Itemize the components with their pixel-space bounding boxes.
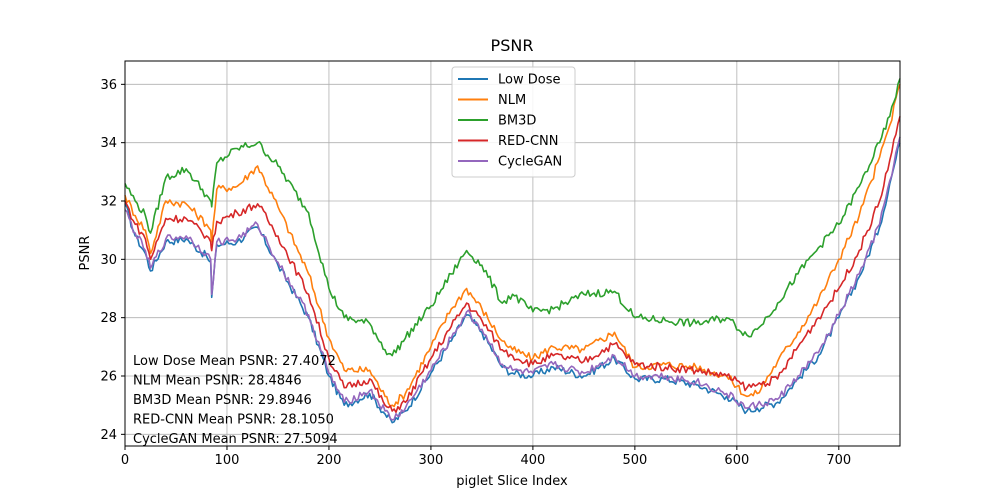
x-tick-label: 600 (724, 453, 749, 468)
legend-box (451, 66, 576, 178)
chart-title: PSNR (491, 36, 534, 55)
y-axis-label: PSNR (78, 236, 93, 271)
legend-label: CycleGAN (498, 155, 562, 170)
x-tick-label: 300 (419, 453, 444, 468)
mean-psnr-annotation: NLM Mean PSNR: 28.4846 (133, 374, 302, 389)
y-tick-label: 26 (100, 370, 117, 385)
x-tick-label: 100 (215, 453, 240, 468)
mean-psnr-annotation: Low Dose Mean PSNR: 27.4072 (133, 354, 336, 369)
series-line-cyclegan (124, 136, 901, 421)
legend-label: RED-CNN (498, 134, 558, 149)
mean-psnr-annotation: BM3D Mean PSNR: 29.8946 (133, 393, 312, 408)
legend: Low Dose NLM BM3D RED-CNN CycleGAN (451, 66, 576, 178)
y-tick-label: 30 (100, 253, 117, 268)
legend-label: Low Dose (498, 73, 560, 88)
legend-label: NLM (498, 93, 526, 108)
x-tick-label: 700 (826, 453, 851, 468)
axis-ticks: 0 100 200 300 400 500 600 700 24 26 28 30 32 34 36 (100, 78, 851, 468)
x-tick-label: 0 (121, 453, 129, 468)
x-axis-label: piglet Slice Index (456, 474, 568, 489)
y-tick-label: 36 (100, 78, 117, 93)
y-tick-label: 32 (100, 195, 117, 210)
legend-label: BM3D (498, 114, 536, 129)
series-layer (124, 78, 901, 424)
series-line-bm3d (124, 78, 901, 357)
plot-frame (124, 60, 901, 447)
y-tick-label: 28 (100, 311, 117, 326)
y-tick-label: 24 (100, 428, 117, 443)
x-tick-label: 400 (520, 453, 545, 468)
y-tick-label: 34 (100, 136, 117, 151)
x-tick-label: 200 (317, 453, 342, 468)
mean-psnr-annotations: Low Dose Mean PSNR: 27.4072 NLM Mean PSNR… (133, 354, 338, 447)
mean-psnr-annotation: RED-CNN Mean PSNR: 28.1050 (133, 413, 334, 428)
x-tick-label: 500 (622, 453, 647, 468)
series-line-red-cnn (124, 116, 901, 414)
mean-psnr-annotation: CycleGAN Mean PSNR: 27.5094 (133, 432, 338, 447)
series-line-nlm (124, 84, 901, 408)
